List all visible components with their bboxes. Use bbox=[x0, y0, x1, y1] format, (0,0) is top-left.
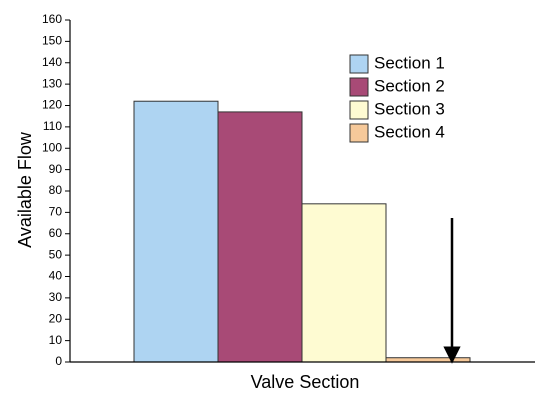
bar bbox=[133, 100, 219, 363]
y-tick-label: 140 bbox=[42, 55, 62, 69]
y-tick-label: 100 bbox=[42, 140, 62, 154]
y-tick-label: 30 bbox=[49, 290, 63, 304]
y-tick-label: 40 bbox=[49, 269, 63, 283]
bar bbox=[385, 357, 471, 363]
bar bbox=[301, 203, 387, 363]
legend-swatch bbox=[349, 77, 369, 97]
legend-label: Section 3 bbox=[374, 99, 445, 118]
y-tick-label: 150 bbox=[42, 34, 62, 48]
y-tick-label: 110 bbox=[43, 119, 62, 133]
legend-swatch bbox=[349, 123, 369, 143]
y-tick-label: 10 bbox=[49, 333, 63, 347]
legend-label: Section 1 bbox=[374, 53, 445, 72]
legend-swatch bbox=[349, 100, 369, 120]
y-axis-title: Available Flow bbox=[15, 131, 35, 248]
y-tick-label: 20 bbox=[49, 311, 63, 325]
legend-label: Section 2 bbox=[374, 76, 445, 95]
legend-swatch bbox=[349, 54, 369, 74]
y-tick-label: 80 bbox=[49, 183, 63, 197]
y-tick-label: 130 bbox=[42, 76, 62, 90]
y-tick-label: 50 bbox=[49, 247, 63, 261]
y-tick-label: 70 bbox=[49, 205, 63, 219]
legend-label: Section 4 bbox=[374, 122, 445, 141]
y-tick-label: 90 bbox=[49, 162, 63, 176]
y-tick-label: 160 bbox=[42, 12, 62, 26]
bars bbox=[133, 100, 471, 363]
y-tick-label: 60 bbox=[49, 226, 63, 240]
y-tick-label: 120 bbox=[42, 98, 62, 112]
x-axis-title: Valve Section bbox=[251, 372, 360, 392]
bar bbox=[217, 111, 303, 363]
y-tick-label: 0 bbox=[55, 354, 62, 368]
